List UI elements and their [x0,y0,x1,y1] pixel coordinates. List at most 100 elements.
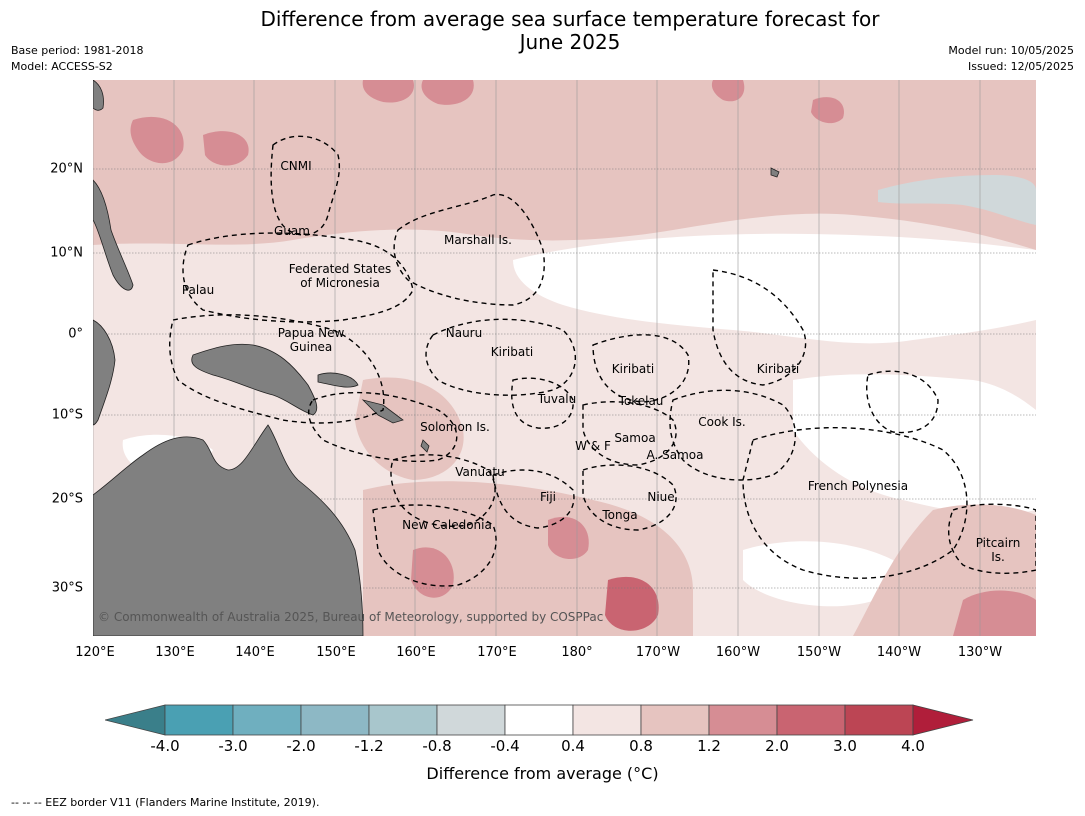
colorbar-cell [776,704,846,736]
title-line-2: June 2025 [519,30,621,54]
eez-cnmi [270,135,340,236]
colorbar-tick-label: 3.0 [833,737,857,755]
solomons-land [361,399,404,424]
lon-label-140w: 140°W [876,645,922,660]
anomaly-region-equatorial-white [513,233,1036,344]
eez-pitcairn [947,503,1036,574]
eez-cook [669,389,797,481]
eez-kiribati-phoenix [592,334,690,403]
eez-label-american-samoa: A. Samoa [647,448,704,462]
eez-label-wallis-futuna: W & F [575,439,611,453]
colorbar-tick-label: 0.4 [561,737,585,755]
lon-label-130e: 130°E [155,645,195,660]
eez-label-marshall: Marshall Is. [444,233,512,247]
lat-label-20s: 20°S [51,491,83,507]
eez-label-niue: Niue [647,490,674,504]
colorbar-cell [844,704,914,736]
anomaly-blob-n3 [421,80,474,105]
colorbar-tick-label: -3.0 [218,737,248,755]
eez-french-polynesia [742,426,968,579]
landmasses [93,80,780,636]
lon-label-170e: 170°E [477,645,517,660]
eez-label-tonga: Tonga [601,508,637,522]
colorbar-extend-low [105,704,166,736]
lon-label-160w: 160°W [715,645,761,660]
eez-kiribati-gilbert [425,318,577,396]
meta-left: Base period: 1981-2018 Model: ACCESS-S2 [11,43,143,75]
colorbar-cell [436,704,506,736]
model-name: Model: ACCESS-S2 [11,60,113,73]
anomaly-blob-n4 [711,80,745,102]
eez-label-png-2: Guinea [290,340,333,354]
map-panel: CNMI Guam Marshall Is. Federated States … [93,80,1036,636]
anomaly-blob-nw [130,116,184,164]
anomaly-region-east-white [793,374,1036,515]
title-line-1: Difference from average sea surface temp… [260,7,880,31]
lat-label-10s: 10°S [51,407,83,423]
anomaly-blob-n1 [203,131,249,166]
eez-micronesia [182,232,414,323]
eez-label-tuvalu: Tuvalu [537,392,577,406]
lon-label-160e: 160°E [396,645,436,660]
eez-tuvalu [511,377,574,429]
eez-kiribati-line [712,269,807,386]
colorbar-tick-label: -0.4 [490,737,520,755]
anomaly-region-cool-ne [878,175,1036,225]
colorbar-tick-label: -2.0 [286,737,316,755]
taiwan-land [93,80,104,111]
eez-label-nauru: Nauru [446,326,482,340]
eez-label-kiribati-3: Kiribati [757,362,799,376]
eez-label-solomon: Solomon Is. [420,420,490,434]
eez-tokelau-samoa [582,401,677,466]
lat-label-30s: 30°S [51,580,83,596]
eez-vanuatu [390,454,496,527]
eez-label-samoa: Samoa [614,431,655,445]
eez-label-guam: Guam [274,224,310,238]
eez-solomon [307,391,458,462]
lat-label-10n: 10°N [50,245,83,261]
tasmania-area-land [420,439,430,453]
meta-right: Model run: 10/05/2025 Issued: 12/05/2025 [948,43,1074,75]
eez-label-cook: Cook Is. [698,415,745,429]
colorbar-cell [300,704,370,736]
eez-labels: CNMI Guam Marshall Is. Federated States … [182,159,1020,564]
eez-french-polynesia-marquesas [866,370,939,434]
eez-label-fiji: Fiji [540,490,556,504]
eez-label-french-polynesia: French Polynesia [808,479,908,493]
eez-label-kiribati-1: Kiribati [491,345,533,359]
eez-png [169,314,385,424]
lon-label-150w: 150°W [796,645,842,660]
new-guinea-land [191,343,318,416]
hawaii-land [770,167,780,178]
colorbar-tick-label: 2.0 [765,737,789,755]
eez-tonga-niue [582,464,677,531]
colorbar-cell [164,704,234,736]
eez-borders [169,135,1036,587]
colorbar-tick-label: -4.0 [150,737,180,755]
anomaly-blob-s3 [605,576,659,631]
lat-label-20n: 20°N [50,161,83,177]
bismarck-land [317,372,359,388]
eez-label-pitcairn-1: Pitcairn [976,536,1021,550]
colorbar-cell [232,704,302,736]
colorbar [105,704,974,736]
eez-label-cnmi: CNMI [280,159,311,173]
eez-label-kiribati-2: Kiribati [612,362,654,376]
colorbar-tick-label: 4.0 [901,737,925,755]
lat-label-equator: 0° [68,326,83,342]
anomaly-blob-se [953,590,1036,636]
colorbar-tick-label: 1.2 [697,737,721,755]
sst-anomaly-map: CNMI Guam Marshall Is. Federated States … [93,80,1036,636]
anomaly-region-north [93,80,1036,250]
eez-marshall [393,193,545,306]
colorbar-cell [572,704,642,736]
colorbar-tick-label: 0.8 [629,737,653,755]
lon-label-120e: 120°E [75,645,115,660]
anomaly-region-southeast-white [743,541,901,607]
colorbar-cell [504,704,574,736]
eez-fiji [492,469,575,529]
eez-label-fsm-2: of Micronesia [300,276,380,290]
philippines-land [93,179,134,291]
colorbar-cell [708,704,778,736]
lon-label-130w: 130°W [957,645,1003,660]
